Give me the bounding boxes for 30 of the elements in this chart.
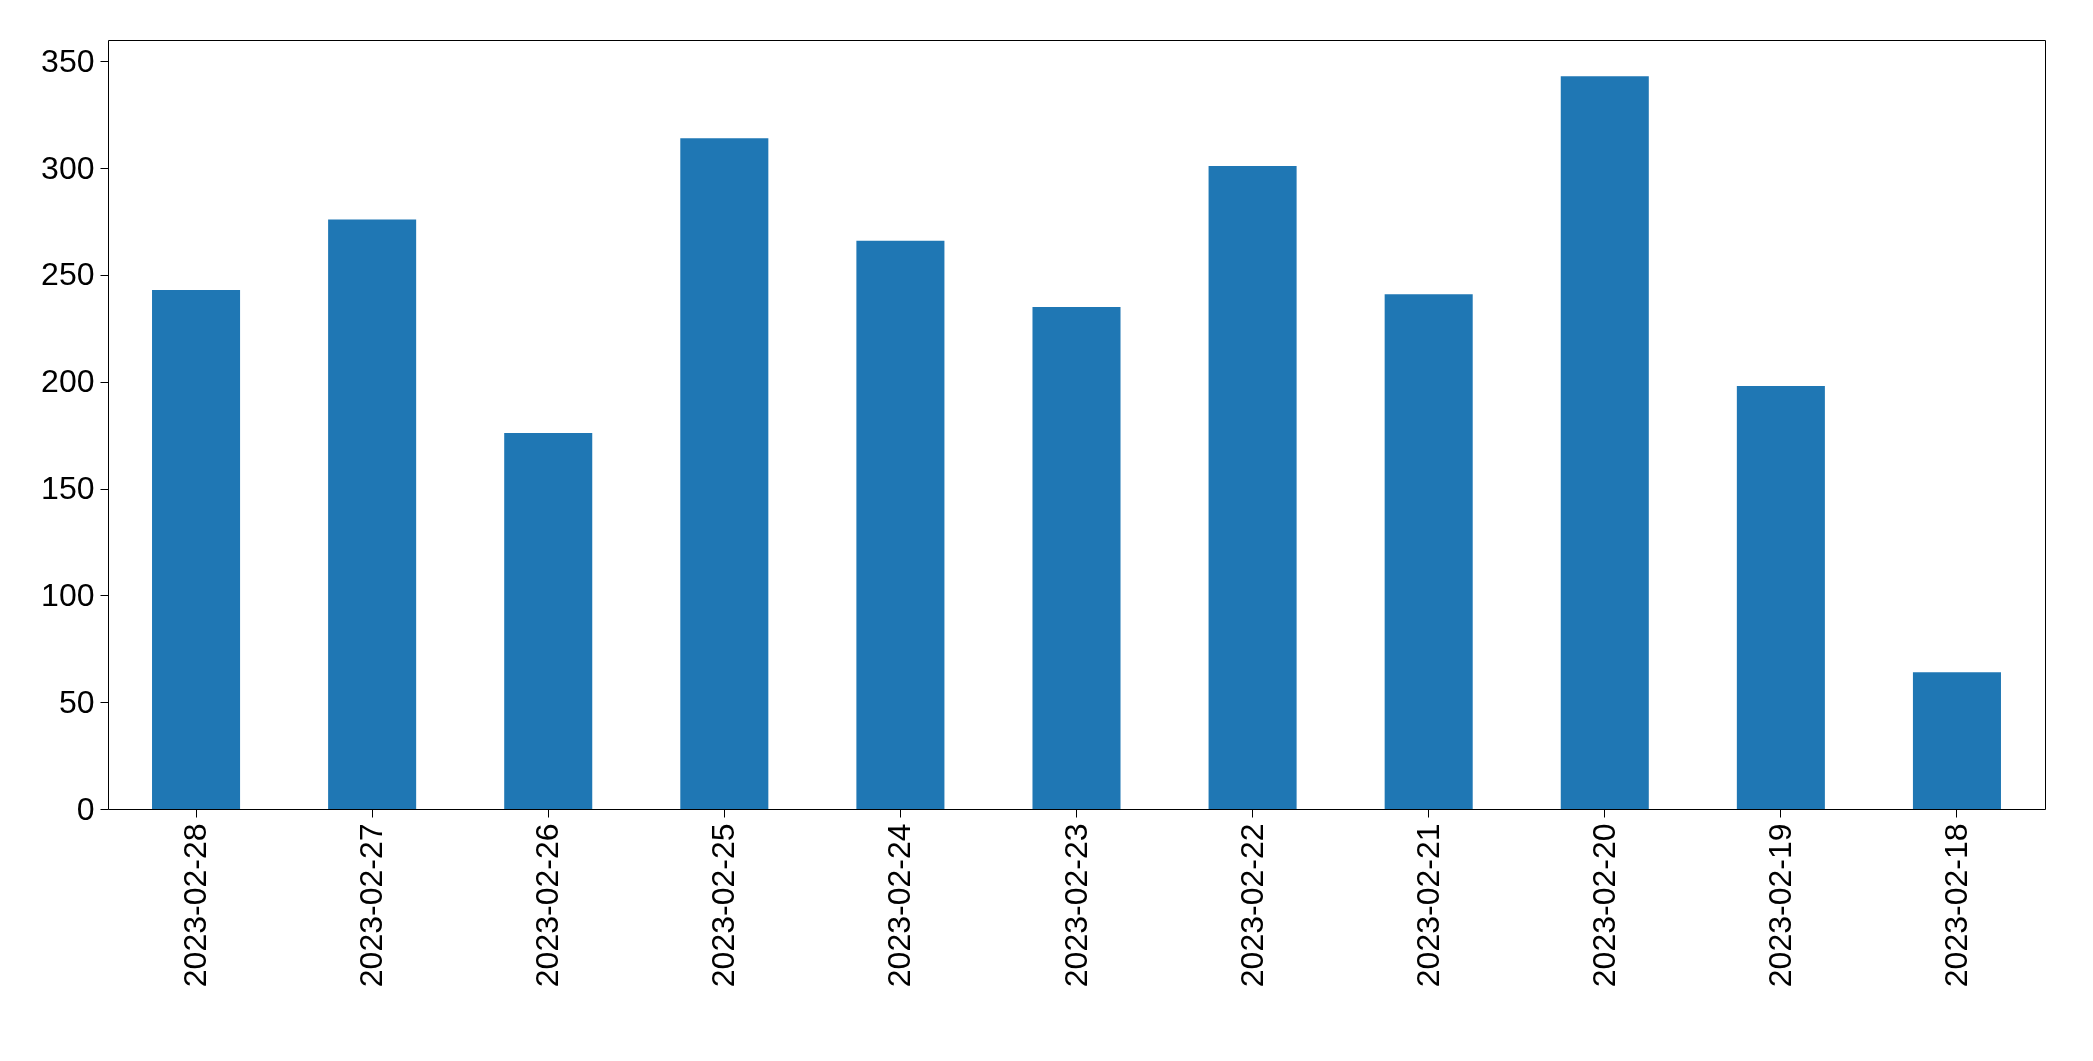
y-tick-label: 150 bbox=[41, 470, 95, 507]
bar bbox=[1912, 672, 2001, 809]
bar bbox=[1560, 76, 1649, 809]
bar bbox=[1208, 166, 1297, 809]
y-tick-label: 250 bbox=[41, 256, 95, 293]
x-tick-label: 2023-02-18 bbox=[1937, 823, 1974, 988]
y-tick-label: 300 bbox=[41, 149, 95, 186]
y-tick-label: 50 bbox=[58, 683, 95, 720]
y-tick-label: 0 bbox=[76, 790, 95, 827]
bar bbox=[152, 289, 241, 809]
x-tick-label: 2023-02-27 bbox=[353, 823, 390, 988]
y-tick-label: 350 bbox=[41, 42, 95, 79]
x-tick-label: 2023-02-26 bbox=[529, 823, 566, 988]
x-tick-label: 2023-02-19 bbox=[1761, 823, 1798, 988]
bar bbox=[1736, 386, 1825, 809]
x-tick-label: 2023-02-28 bbox=[177, 823, 214, 988]
x-tick-label: 2023-02-21 bbox=[1409, 823, 1446, 988]
x-tick-label: 2023-02-22 bbox=[1233, 823, 1270, 988]
bar bbox=[1032, 307, 1121, 809]
y-tick-label: 100 bbox=[41, 576, 95, 613]
bar bbox=[680, 138, 769, 809]
bar bbox=[504, 433, 593, 809]
x-tick-label: 2023-02-23 bbox=[1057, 823, 1094, 988]
x-tick-label: 2023-02-25 bbox=[705, 823, 742, 988]
bar bbox=[856, 240, 945, 809]
bar bbox=[328, 219, 417, 809]
x-tick-label: 2023-02-20 bbox=[1585, 823, 1622, 988]
x-tick-label: 2023-02-24 bbox=[881, 823, 918, 988]
bar bbox=[1384, 294, 1473, 809]
y-tick-label: 200 bbox=[41, 363, 95, 400]
